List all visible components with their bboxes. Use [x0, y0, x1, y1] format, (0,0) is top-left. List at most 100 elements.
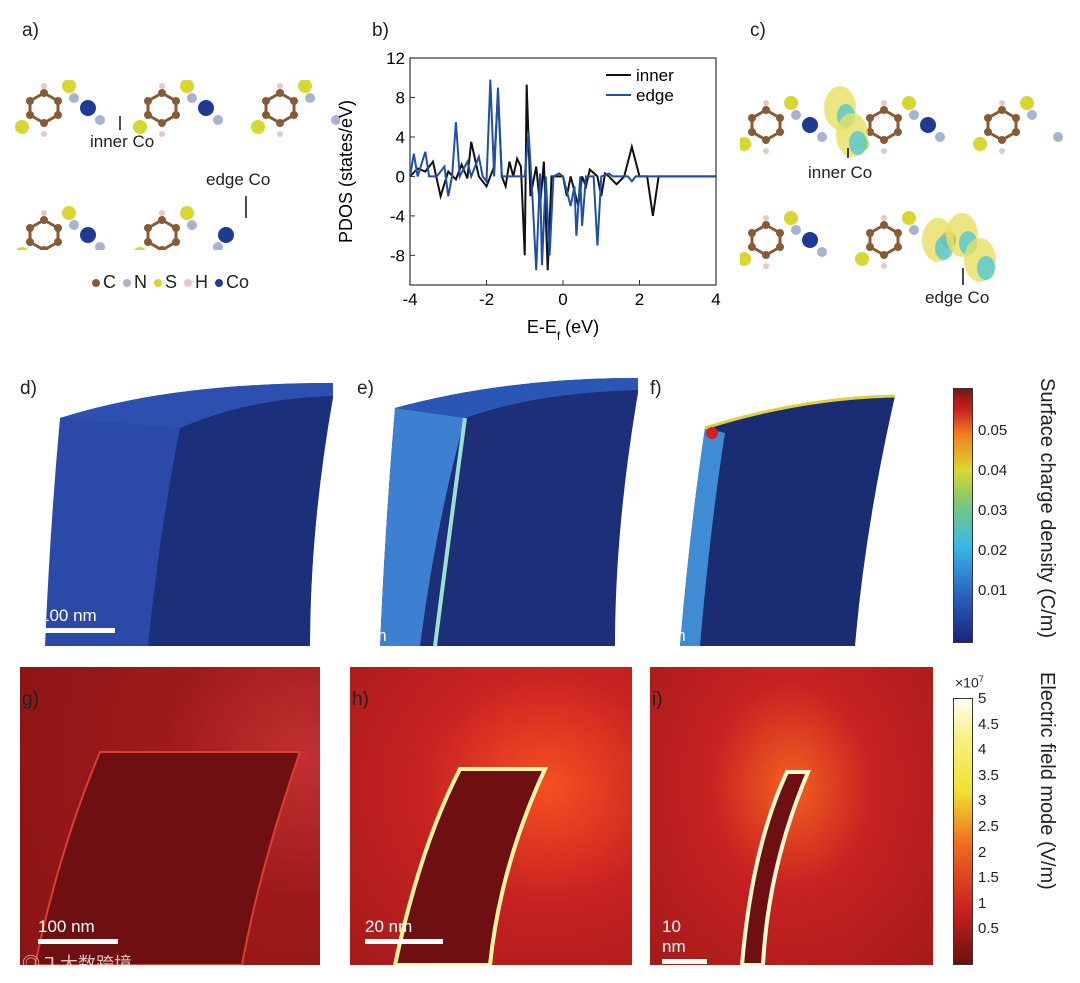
scale-label: 100 nm — [38, 917, 95, 936]
nitrogen-atom — [187, 220, 197, 230]
sulfur-atom — [15, 120, 29, 134]
watermark-mark: ◎ ⅂ — [22, 954, 61, 974]
scale-label: 10 nm — [662, 917, 686, 956]
edge-co-label-c: edge Co — [925, 288, 990, 307]
colorbar-tick-label: 0.02 — [978, 542, 1008, 559]
hydrogen-atom — [999, 148, 1005, 154]
sulfur-atom — [973, 137, 987, 151]
sulfur-atom — [298, 80, 312, 93]
charge-colorbar — [953, 388, 973, 643]
scale-bar-g: 100 nm — [38, 917, 118, 944]
colorbar-tick-label: 0.5 — [978, 920, 999, 938]
cobalt-atom — [920, 117, 936, 133]
colorbar-tick-label: 0.04 — [978, 462, 1008, 479]
hydrogen-atom — [41, 210, 47, 216]
carbon-atom — [26, 224, 34, 232]
charge-map-e: e) 10 nm — [355, 378, 640, 646]
legend-label-edge: edge — [636, 86, 674, 105]
scale-bar-f: 5 nm — [662, 606, 686, 646]
watermark-text: 大数跨境 — [60, 954, 133, 974]
carbon-atom — [262, 111, 270, 119]
colorbar-tick-label: 3.5 — [978, 766, 999, 784]
charge-map-d: d) 100 nm — [20, 378, 335, 646]
carbon-atom — [984, 128, 992, 136]
sulfur-atom — [180, 206, 194, 220]
x-axis-label: E-Ef (eV) — [527, 317, 599, 343]
carbon-atom — [172, 97, 180, 105]
scale-bar-i: 10 nm — [662, 917, 707, 964]
carbon-atom — [894, 229, 902, 237]
x-tick-label: 0 — [558, 290, 567, 309]
carbon-atom — [144, 224, 152, 232]
carbon-atom — [26, 111, 34, 119]
field-colorbar-title: Electric field mode (V/m) — [1036, 672, 1058, 890]
watermark-logo: ◎ ⅂ 大数跨境 — [22, 950, 132, 976]
colorbar-tick-label: 1.5 — [978, 869, 999, 887]
y-tick-label: -8 — [390, 246, 405, 265]
carbon-atom — [290, 111, 298, 119]
colorbar-tick-label: 1 — [978, 894, 987, 912]
carbon-atom — [144, 238, 152, 246]
scale-label: 10 nm — [363, 606, 387, 645]
carbon-atom — [1012, 114, 1020, 122]
hydrogen-atom — [41, 83, 47, 89]
carbon-atom — [290, 97, 298, 105]
nitrogen-atom — [95, 242, 105, 250]
panel-label-h: h) — [352, 689, 369, 710]
carbon-atom — [26, 97, 34, 105]
nitrogen-atom — [187, 93, 197, 103]
carbon-atom — [880, 221, 888, 229]
nitrogen-atom — [935, 132, 945, 142]
hydrogen-atom — [277, 83, 283, 89]
legend-label-C: C — [103, 272, 116, 292]
nitrogen-atom — [909, 110, 919, 120]
y-tick-label: -4 — [390, 207, 405, 226]
colorbar-tick-label: 5 — [978, 690, 987, 707]
hydrogen-atom — [881, 263, 887, 269]
panel-label-d: d) — [20, 378, 37, 399]
field-colorbar — [953, 698, 973, 965]
carbon-atom — [894, 128, 902, 136]
carbon-atom — [894, 243, 902, 251]
y-tick-label: 0 — [396, 167, 405, 186]
carbon-atom — [158, 216, 166, 224]
carbon-atom — [998, 136, 1006, 144]
nitrogen-atom — [213, 115, 223, 125]
multiplier-base: ×10 — [955, 674, 979, 691]
carbon-atom — [158, 246, 166, 250]
colorbar-tick-label: 4.5 — [978, 715, 999, 733]
carbon-atom — [172, 238, 180, 246]
carbon-atom — [54, 111, 62, 119]
nitrogen-atom — [69, 220, 79, 230]
scale-label: 5 nm — [662, 606, 686, 645]
hydrogen-atom — [881, 148, 887, 154]
carbon-atom — [762, 221, 770, 229]
legend-dot-S — [154, 278, 162, 287]
charge-density-structure-c — [740, 86, 1063, 285]
y-tick-label: 12 — [386, 49, 405, 68]
isosurface-cyan — [977, 256, 995, 280]
carbon-atom — [880, 251, 888, 259]
colorbar-tick-label: 3 — [978, 792, 987, 810]
colorbar-tick-label: 2.5 — [978, 818, 999, 835]
cobalt-atom — [80, 100, 96, 116]
multiplier-exponent: 7 — [978, 674, 984, 684]
carbon-atom — [276, 119, 284, 127]
carbon-atom — [144, 111, 152, 119]
carbon-atom — [40, 216, 48, 224]
legend-label-inner: inner — [636, 66, 674, 85]
nitrogen-atom — [909, 225, 919, 235]
colorbar-tick-label: 0.05 — [978, 422, 1008, 439]
field-map-i: i) 10 nm — [650, 667, 933, 965]
x-tick-label: 2 — [635, 290, 644, 309]
panel-label-e: e) — [357, 378, 374, 399]
cobalt-atom — [198, 100, 214, 116]
nitrogen-atom — [791, 110, 801, 120]
carbon-atom — [866, 229, 874, 237]
legend-label-H: H — [195, 272, 209, 292]
series-line-inner — [409, 84, 716, 271]
hydrogen-atom — [159, 83, 165, 89]
carbon-atom — [866, 114, 874, 122]
carbon-atom — [762, 106, 770, 114]
